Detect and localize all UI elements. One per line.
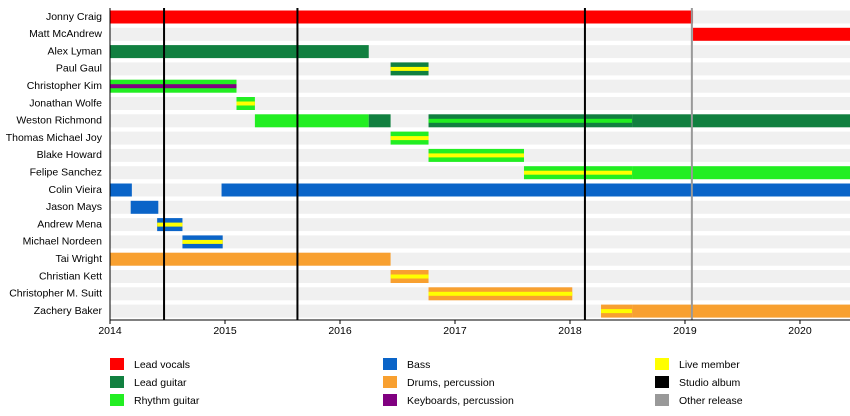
legend-label: Other release — [679, 395, 743, 407]
member-name: Blake Howard — [37, 149, 103, 161]
member-span-stripe — [390, 136, 429, 141]
member-span-stripe — [523, 170, 633, 175]
member-span — [368, 114, 391, 128]
legend-swatch — [110, 376, 124, 388]
member-span-stripe — [428, 153, 524, 158]
member-name: Jonny Craig — [46, 11, 102, 23]
row-background — [110, 200, 850, 214]
legend-swatch — [110, 358, 124, 370]
member-name: Christopher Kim — [27, 80, 103, 92]
member-span-stripe — [182, 239, 223, 244]
row-background — [110, 235, 850, 249]
row-background — [110, 218, 850, 232]
member-span — [110, 10, 694, 24]
member-name: Colin Vieira — [49, 184, 103, 196]
member-span-stripe — [110, 84, 237, 89]
legend-swatch — [655, 376, 669, 388]
member-span — [130, 200, 159, 214]
member-span-stripe — [236, 101, 255, 106]
member-span — [693, 27, 850, 41]
member-name: Matt McAndrew — [29, 28, 102, 40]
member-span — [221, 183, 850, 197]
member-name: Alex Lyman — [48, 45, 103, 57]
legend-swatch — [383, 394, 397, 406]
x-tick-label: 2017 — [443, 325, 467, 337]
member-name: Jonathan Wolfe — [29, 97, 102, 109]
legend-label: Bass — [407, 359, 430, 371]
member-name: Michael Nordeen — [23, 236, 103, 248]
legend-swatch — [655, 394, 669, 406]
member-span-stripe — [390, 66, 429, 71]
member-name: Christopher M. Suitt — [9, 288, 102, 300]
member-span-stripe — [428, 291, 573, 296]
row-background — [110, 131, 850, 145]
legend-label: Lead vocals — [134, 359, 190, 371]
x-tick-label: 2016 — [328, 325, 352, 337]
legend-label: Keyboards, percussion — [407, 395, 514, 407]
member-name: Jason Mays — [46, 201, 102, 213]
row-background — [110, 27, 850, 41]
x-tick-label: 2018 — [558, 325, 582, 337]
row-background — [110, 270, 850, 283]
legend-label: Lead guitar — [134, 377, 187, 389]
x-tick-label: 2020 — [788, 325, 812, 337]
legend-label: Live member — [679, 359, 740, 371]
member-name: Christian Kett — [39, 270, 102, 282]
member-span — [110, 183, 132, 197]
member-name: Paul Gaul — [56, 63, 102, 75]
row-background — [110, 62, 850, 76]
member-name: Weston Richmond — [16, 115, 102, 127]
row-background — [110, 79, 850, 93]
legend-label: Studio album — [679, 377, 741, 389]
legend-swatch — [383, 376, 397, 388]
member-name: Thomas Michael Joy — [6, 132, 103, 144]
member-span — [632, 114, 850, 128]
member-span — [632, 304, 850, 318]
member-span-stripe — [157, 222, 183, 227]
row-background — [110, 97, 850, 110]
legend-swatch — [655, 358, 669, 370]
member-span-stripe — [390, 274, 429, 279]
member-span — [110, 252, 391, 266]
member-span-stripe — [428, 118, 633, 123]
legend-label: Rhythm guitar — [134, 395, 200, 407]
member-span — [632, 166, 850, 180]
member-span — [110, 45, 369, 59]
member-name: Felipe Sanchez — [30, 166, 102, 178]
member-span-stripe — [601, 309, 633, 314]
legend-label: Drums, percussion — [407, 377, 495, 389]
member-name: Tai Wright — [56, 253, 103, 265]
legend-swatch — [110, 394, 124, 406]
member-name: Andrew Mena — [37, 218, 102, 230]
member-name: Zachery Baker — [34, 305, 103, 317]
x-tick-label: 2014 — [98, 325, 122, 337]
legend-swatch — [383, 358, 397, 370]
x-tick-label: 2019 — [673, 325, 697, 337]
x-tick-label: 2015 — [213, 325, 237, 337]
member-span — [254, 114, 369, 128]
